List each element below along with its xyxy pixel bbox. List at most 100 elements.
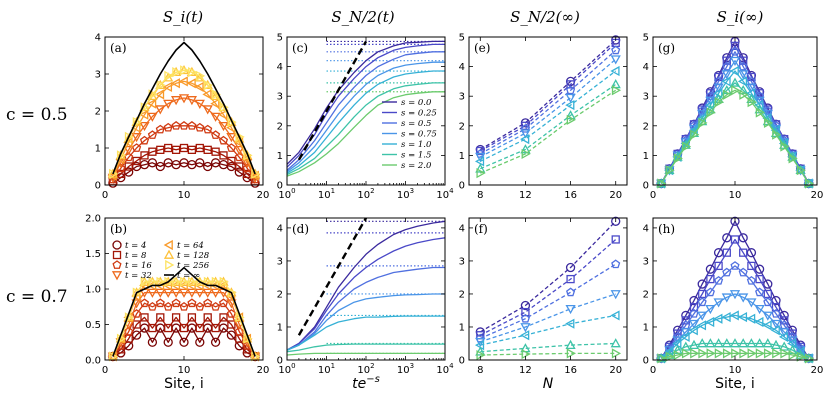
marker-h-5-10 [738, 338, 749, 348]
ytick-label-a-0: 0 [95, 181, 101, 192]
xtick-label-g-2: 20 [811, 190, 824, 201]
marker-a-2-8 [171, 120, 181, 130]
marker-a-1-2 [124, 162, 133, 171]
marker-e-5-1 [520, 144, 531, 154]
marker-a-4-6 [154, 89, 165, 100]
marker-h-6-13 [763, 348, 774, 359]
series-line-a-2 [112, 125, 256, 180]
marker-a-2-7 [163, 122, 173, 132]
marker-a-1-11 [195, 143, 204, 153]
marker-g-6-6 [706, 107, 716, 118]
ytick-label-f-3: 3 [459, 256, 465, 267]
marker-e-6-3 [611, 85, 622, 96]
ytick-label-c-2: 2 [277, 121, 283, 132]
marker-h-3-6 [705, 304, 716, 315]
marker-e-5-0 [475, 163, 486, 173]
marker-f-5-3 [610, 338, 621, 348]
marker-h-4-8 [721, 311, 731, 323]
marker-e-3-2 [565, 93, 576, 104]
xtick-label-c-0: 100 [278, 187, 295, 201]
marker-h-0-5 [697, 279, 707, 289]
ytick-label-b-3: 1.5 [85, 249, 101, 260]
xtick-label-b-0: 0 [102, 365, 108, 376]
ytick-label-g-0: 0 [643, 181, 649, 192]
legend-label-c-4: s = 1.0 [401, 140, 432, 150]
ytick-label-d-4: 4 [277, 223, 283, 234]
marker-a-1-8 [171, 145, 181, 155]
marker-a-1-12 [203, 145, 212, 155]
axes-frame-d [286, 217, 446, 361]
marker-a-6-11 [195, 70, 206, 81]
marker-g-4-10 [737, 76, 748, 87]
ytick-label-a-3: 3 [95, 70, 101, 81]
xtick-label-c-4: 104 [436, 187, 454, 201]
marker-g-6-3 [681, 141, 692, 152]
marker-h-6-6 [706, 348, 716, 359]
xtick-label-e-2: 16 [564, 190, 577, 201]
marker-b-1-15 [227, 320, 236, 329]
marker-h-2-12 [755, 287, 765, 297]
marker-g-6-9 [731, 85, 741, 96]
marker-g-2-10 [738, 61, 748, 71]
marker-b-1-11 [195, 323, 204, 333]
marker-b-6-4 [140, 276, 150, 288]
marker-e-3-1 [520, 129, 531, 139]
marker-h-3-3 [680, 328, 691, 338]
marker-a-6-18 [251, 168, 261, 180]
series-line-b-0 [112, 327, 256, 357]
marker-a-2-5 [147, 130, 157, 139]
marker-h-5-7 [713, 338, 724, 348]
series-line-h-3 [660, 293, 810, 359]
marker-a-1-10 [187, 145, 197, 155]
marker-f-0-3 [611, 216, 621, 226]
xlabel-d: te−s [352, 374, 380, 392]
xtick-label-b-2: 20 [257, 365, 270, 376]
series-line-h-4 [660, 314, 810, 359]
marker-f-5-2 [565, 339, 576, 349]
marker-e-4-3 [610, 65, 620, 77]
ytick-label-b-2: 1.0 [85, 285, 101, 296]
marker-h-3-11 [746, 298, 757, 308]
marker-a-3-14 [218, 121, 229, 132]
axes-frame-g [652, 36, 818, 186]
xlabel-b: Site, i [164, 376, 204, 392]
ytick-label-e-2: 2 [459, 121, 465, 132]
xtick-label-e-0: 8 [477, 190, 483, 201]
ytick-label-a-2: 2 [95, 107, 101, 118]
xtick-label-h-2: 20 [811, 365, 824, 376]
marker-f-2-1 [520, 313, 530, 323]
marker-h-6-14 [772, 348, 782, 359]
marker-b-0-13 [210, 337, 221, 347]
marker-h-1-6 [706, 274, 715, 284]
marker-h-2-4 [689, 308, 699, 318]
ytick-label-d-0: 0 [277, 356, 283, 367]
panel-g: 0 10 20 0 1 2 3 4 5 (g) [643, 33, 824, 202]
marker-a-4-4 [139, 109, 149, 120]
ytick-label-g-2: 2 [643, 121, 649, 132]
marker-a-4-12 [202, 89, 212, 100]
marker-f-2-0 [475, 333, 485, 343]
legend-label-b-1: t = 8 [125, 251, 147, 261]
marker-h-3-12 [754, 304, 765, 315]
series-line-a-7 [112, 41, 256, 175]
marker-h-5-11 [746, 338, 757, 348]
panel-a: 0 10 20 0 1 2 3 4 (a) [95, 33, 270, 202]
marker-h-6-9 [731, 348, 741, 359]
series-line-b-7 [112, 266, 256, 357]
marker-a-3-11 [194, 99, 205, 109]
marker-h-2-5 [697, 297, 707, 307]
marker-h-0-11 [746, 248, 757, 258]
marker-a-1-7 [164, 143, 173, 153]
marker-a-4-7 [162, 81, 173, 93]
marker-g-6-17 [796, 165, 806, 176]
marker-h-2-7 [714, 275, 724, 285]
panel-label-g: (g) [658, 41, 675, 55]
marker-g-3-7 [713, 83, 724, 93]
marker-b-6-2 [124, 312, 135, 323]
marker-h-1-7 [714, 261, 723, 271]
marker-b-6-12 [203, 276, 214, 288]
legend-label-b-5: t = 128 [177, 251, 210, 261]
